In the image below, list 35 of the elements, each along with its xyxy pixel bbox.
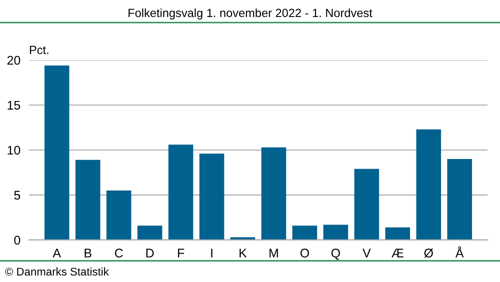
x-tick-label: Ø	[424, 248, 434, 258]
bar	[75, 160, 100, 240]
chart-title: Folketingsvalg 1. november 2022 - 1. Nordvest	[128, 8, 372, 20]
bar	[323, 224, 348, 240]
x-tick-label: A	[52, 248, 62, 258]
bar	[385, 227, 410, 240]
y-tick-label: 20	[7, 56, 20, 65]
y-tick-label: 10	[8, 146, 20, 155]
x-tick-label: Æ	[392, 248, 404, 258]
bar	[416, 129, 442, 240]
x-tick-label: Å	[455, 246, 464, 258]
x-tick-label: K	[240, 248, 247, 258]
x-tick-label: V	[362, 248, 371, 258]
x-tick-label: F	[178, 248, 184, 258]
bar	[354, 168, 380, 240]
bar	[137, 226, 162, 240]
x-tick-label: C	[114, 248, 123, 258]
bar	[292, 226, 318, 240]
y-tick-label: 15	[8, 100, 20, 110]
x-tick-label: Q	[331, 248, 340, 260]
x-tick-label: D	[146, 248, 154, 258]
y-tick-label: 5	[14, 190, 20, 200]
x-tick-label: B	[84, 248, 92, 258]
x-tick-label: M	[270, 248, 278, 258]
bar	[261, 147, 286, 240]
bar	[168, 144, 194, 240]
bar	[106, 190, 132, 240]
y-axis-title: Pct.	[30, 46, 48, 54]
bar	[199, 154, 224, 240]
bar	[447, 159, 472, 240]
x-tick-label: I	[211, 248, 212, 258]
y-tick-label: 0	[14, 236, 20, 245]
x-tick-label: O	[300, 248, 309, 258]
text: © Danmarks Statistik	[5, 267, 109, 276]
bar	[44, 65, 70, 240]
